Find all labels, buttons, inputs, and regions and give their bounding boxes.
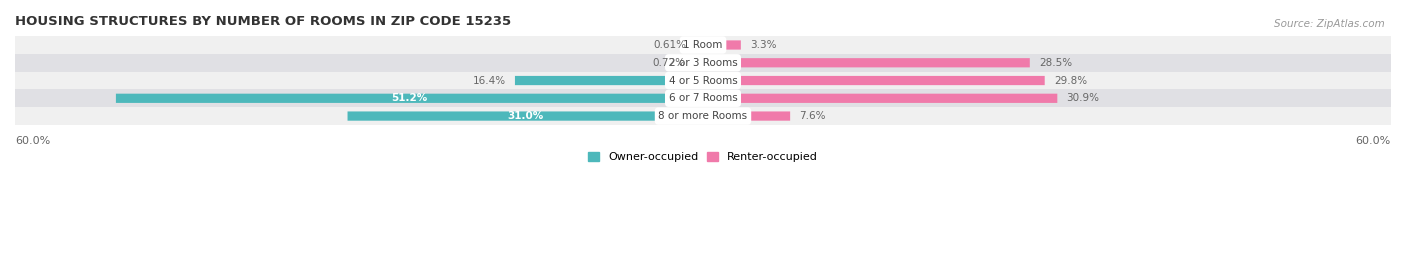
Text: 6 or 7 Rooms: 6 or 7 Rooms [669,93,737,103]
Bar [15,54,1391,72]
Text: 3.3%: 3.3% [749,40,776,50]
Bar [15,89,1391,107]
FancyBboxPatch shape [696,40,703,49]
Bar [15,72,1391,89]
Text: 28.5%: 28.5% [1039,58,1073,68]
Text: 1 Room: 1 Room [683,40,723,50]
FancyBboxPatch shape [703,94,1057,103]
FancyBboxPatch shape [703,76,1045,85]
Bar [15,36,1391,54]
FancyBboxPatch shape [703,111,790,121]
FancyBboxPatch shape [115,94,703,103]
FancyBboxPatch shape [515,76,703,85]
Text: 0.72%: 0.72% [652,58,686,68]
Text: 60.0%: 60.0% [1355,136,1391,146]
Text: 51.2%: 51.2% [391,93,427,103]
FancyBboxPatch shape [703,40,741,49]
FancyBboxPatch shape [347,111,703,121]
Text: 0.61%: 0.61% [654,40,688,50]
Legend: Owner-occupied, Renter-occupied: Owner-occupied, Renter-occupied [585,149,821,166]
Text: 30.9%: 30.9% [1067,93,1099,103]
Text: 16.4%: 16.4% [472,76,506,86]
Text: 2 or 3 Rooms: 2 or 3 Rooms [669,58,737,68]
FancyBboxPatch shape [695,58,703,67]
Text: 60.0%: 60.0% [15,136,51,146]
Text: 31.0%: 31.0% [508,111,543,121]
Text: 4 or 5 Rooms: 4 or 5 Rooms [669,76,737,86]
Text: Source: ZipAtlas.com: Source: ZipAtlas.com [1274,19,1385,29]
Bar [15,107,1391,125]
Text: HOUSING STRUCTURES BY NUMBER OF ROOMS IN ZIP CODE 15235: HOUSING STRUCTURES BY NUMBER OF ROOMS IN… [15,15,512,28]
FancyBboxPatch shape [703,58,1029,67]
Text: 7.6%: 7.6% [800,111,825,121]
Text: 29.8%: 29.8% [1054,76,1087,86]
Text: 8 or more Rooms: 8 or more Rooms [658,111,748,121]
